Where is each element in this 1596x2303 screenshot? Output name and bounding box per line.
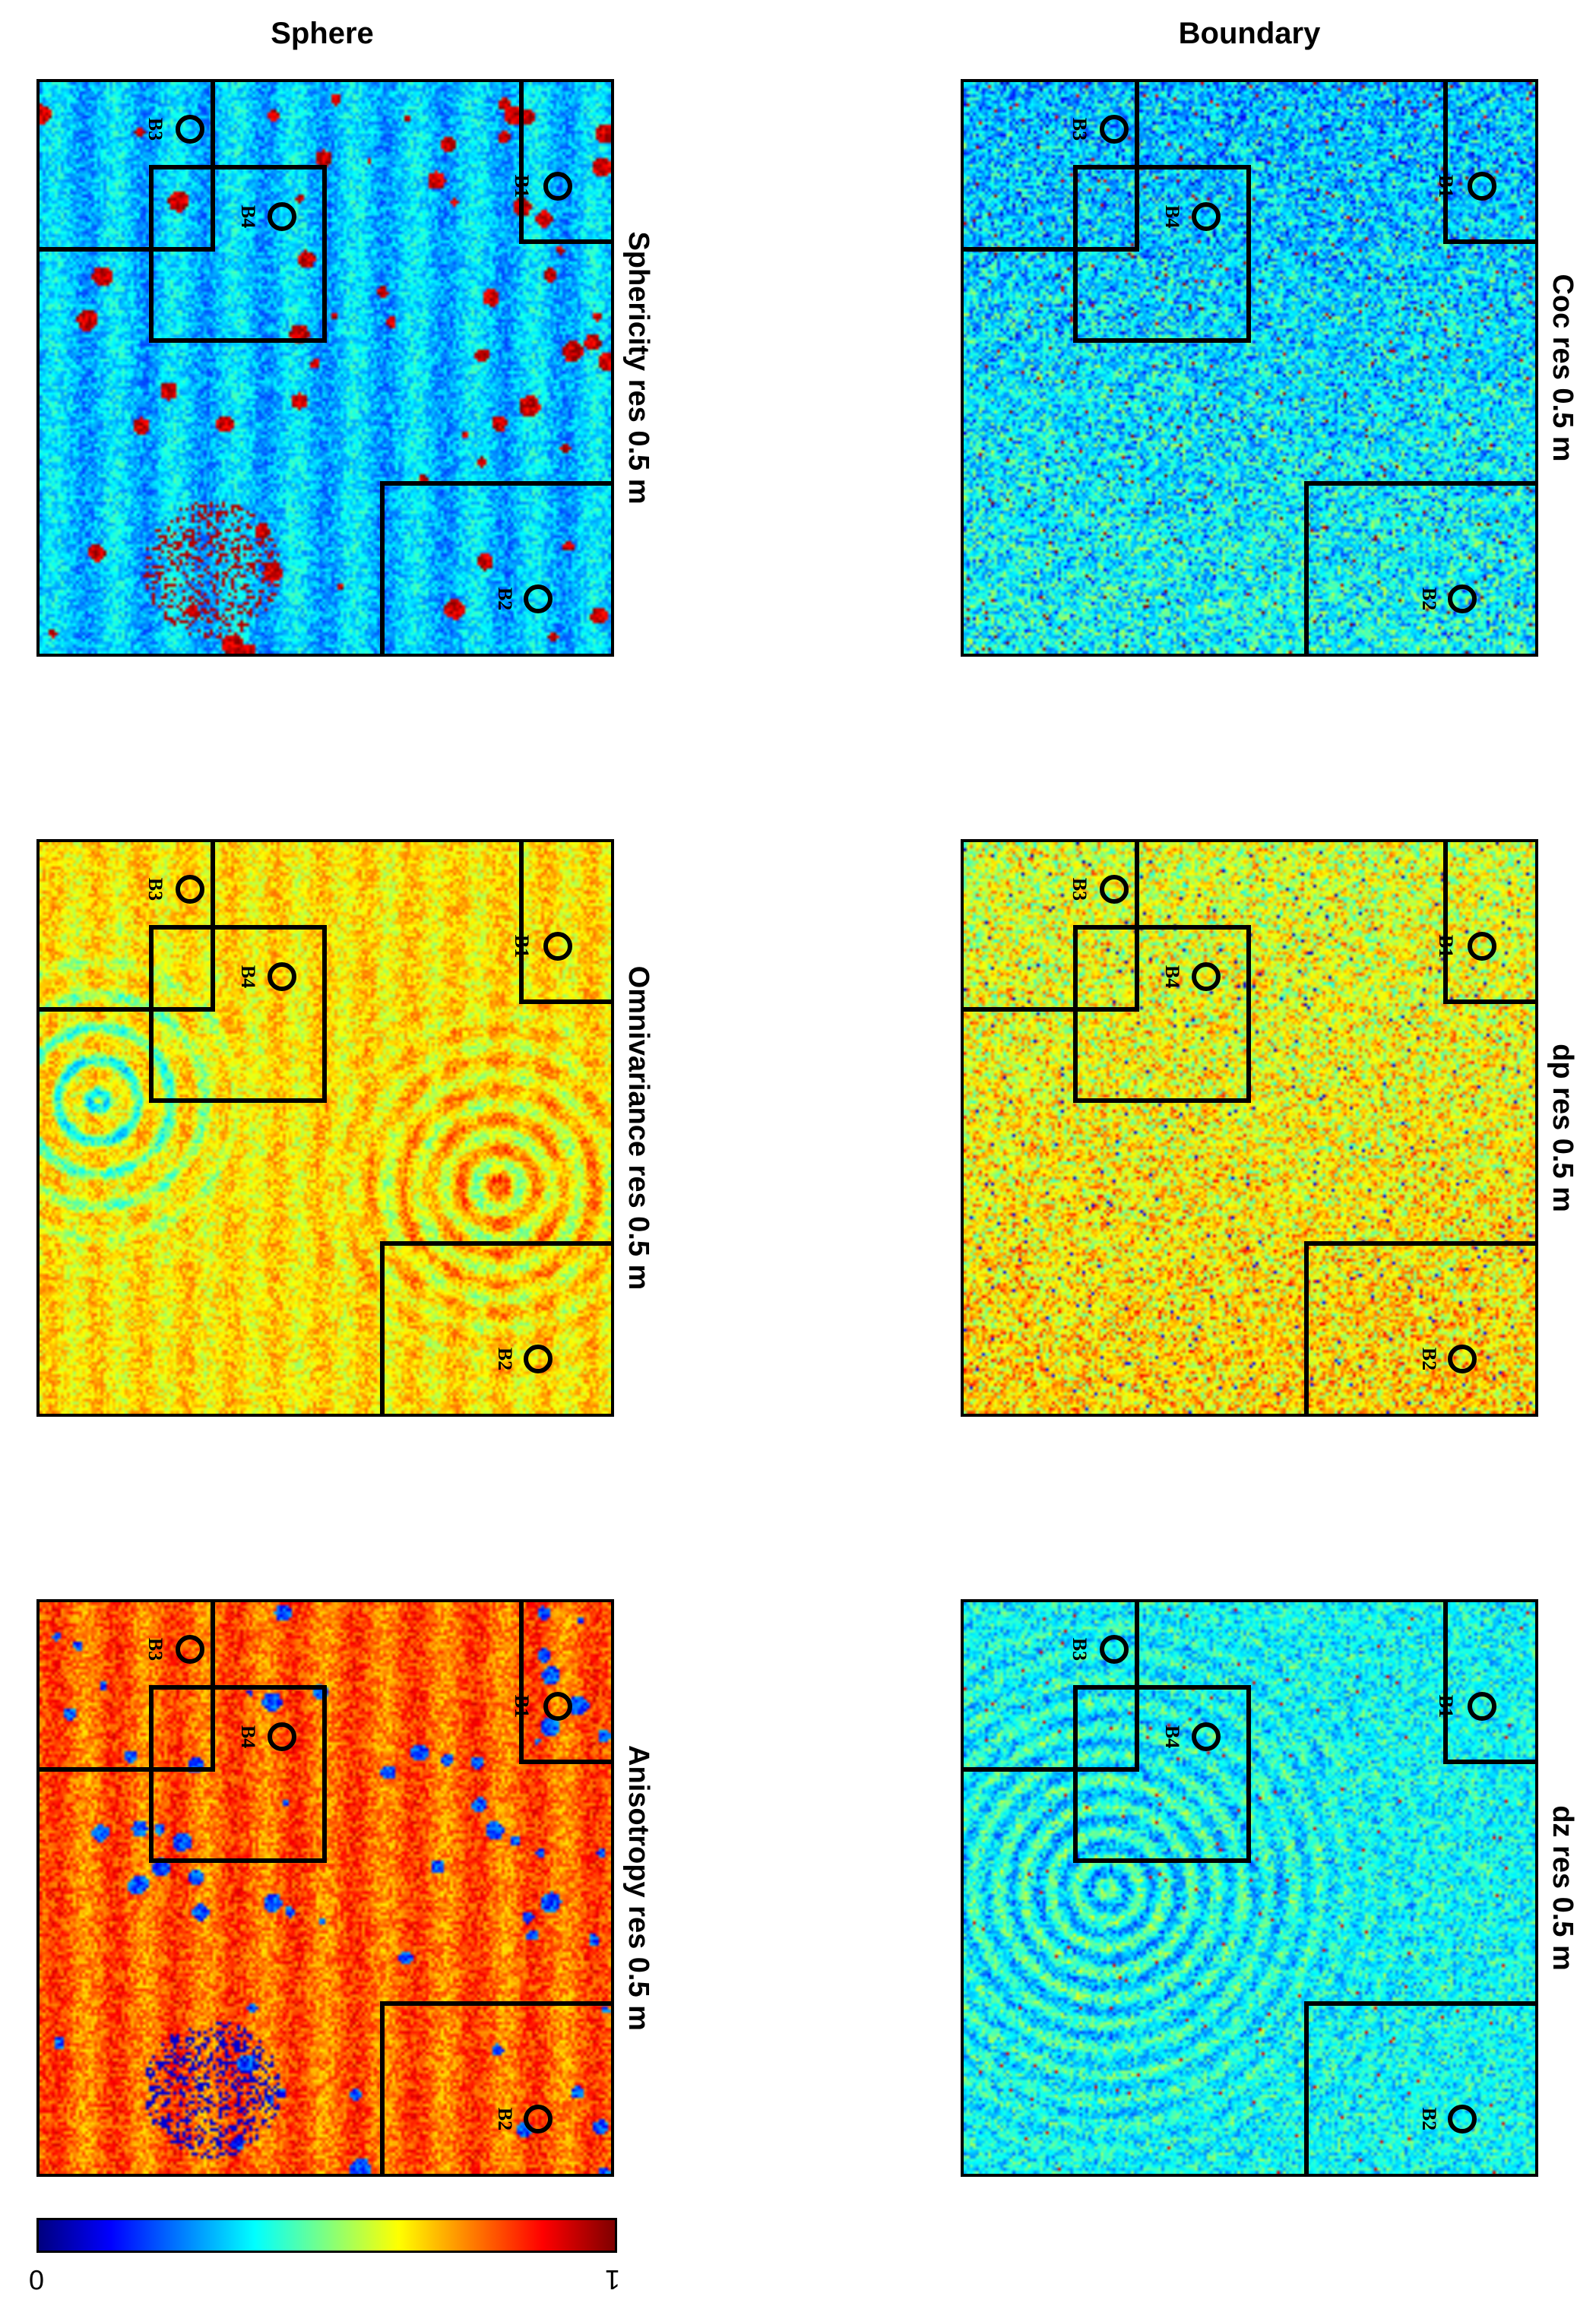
box-b1 <box>519 1602 611 1764</box>
panel-title-omnivariance: Omnivariance res 0.5 m <box>622 965 654 1291</box>
marker-label-b1: B1 <box>511 175 533 198</box>
panel-omnivariance: B1 B2 B3 B4 <box>36 839 614 1417</box>
colorbar-max-label: 1 <box>605 2264 621 2295</box>
marker-circle-b3 <box>176 1635 204 1664</box>
panel-title-coc: Coc res 0.5 m <box>1547 274 1579 462</box>
box-b4 <box>1073 1685 1251 1863</box>
box-b4 <box>1073 925 1251 1103</box>
marker-circle-b1 <box>543 1692 572 1721</box>
panel-dz: B1 B2 B3 B4 <box>961 1599 1538 2177</box>
marker-label-b3: B3 <box>144 1638 166 1661</box>
box-b1 <box>519 82 611 244</box>
box-b3 <box>964 82 1139 252</box>
overlay-anisotropy: B1 B2 B3 B4 <box>40 1602 611 2174</box>
marker-label-b1: B1 <box>1435 935 1457 958</box>
box-b3 <box>40 842 215 1012</box>
box-b2 <box>1304 2001 1535 2174</box>
marker-label-b2: B2 <box>1418 2108 1440 2130</box>
marker-circle-b1 <box>1468 1692 1496 1721</box>
marker-label-b3: B3 <box>1069 118 1091 141</box>
marker-circle-b1 <box>543 172 572 201</box>
box-b1 <box>519 842 611 1004</box>
panel-dp: B1 B2 B3 B4 <box>961 839 1538 1417</box>
box-b3 <box>964 842 1139 1012</box>
marker-label-b2: B2 <box>494 588 516 610</box>
marker-label-b4: B4 <box>1161 205 1183 228</box>
marker-circle-b2 <box>524 1345 553 1373</box>
panel-anisotropy: B1 B2 B3 B4 <box>36 1599 614 2177</box>
marker-label-b4: B4 <box>237 1725 259 1748</box>
column-title-sphere: Sphere <box>271 17 374 50</box>
marker-label-b1: B1 <box>511 935 533 958</box>
marker-label-b4: B4 <box>237 205 259 228</box>
overlay-coc: B1 B2 B3 B4 <box>964 82 1535 654</box>
box-b1 <box>1443 842 1535 1004</box>
overlay-dp: B1 B2 B3 B4 <box>964 842 1535 1414</box>
marker-label-b4: B4 <box>237 965 259 988</box>
marker-circle-b4 <box>268 1722 296 1751</box>
marker-label-b2: B2 <box>1418 588 1440 610</box>
marker-circle-b3 <box>1100 115 1129 144</box>
colorbar <box>36 2218 617 2253</box>
marker-circle-b1 <box>543 932 572 961</box>
marker-label-b3: B3 <box>1069 1638 1091 1661</box>
marker-label-b2: B2 <box>1418 1348 1440 1370</box>
overlay-dz: B1 B2 B3 B4 <box>964 1602 1535 2174</box>
marker-label-b3: B3 <box>144 118 166 141</box>
box-b3 <box>40 1602 215 1772</box>
marker-circle-b3 <box>176 115 204 144</box>
marker-circle-b2 <box>1448 584 1477 613</box>
marker-label-b2: B2 <box>494 2108 516 2130</box>
marker-circle-b2 <box>524 584 553 613</box>
marker-circle-b4 <box>1192 202 1221 231</box>
marker-circle-b1 <box>1468 932 1496 961</box>
panel-coc: B1 B2 B3 B4 <box>961 79 1538 657</box>
panel-title-dp: dp res 0.5 m <box>1547 1044 1579 1212</box>
box-b1 <box>1443 1602 1535 1764</box>
overlay-omnivariance: B1 B2 B3 B4 <box>40 842 611 1414</box>
marker-label-b3: B3 <box>144 878 166 901</box>
box-b2 <box>380 1241 611 1414</box>
panel-sphericity: B1 B2 B3 B4 <box>36 79 614 657</box>
box-b2 <box>1304 1241 1535 1414</box>
marker-label-b1: B1 <box>1435 1695 1457 1718</box>
box-b4 <box>1073 165 1251 343</box>
marker-label-b1: B1 <box>1435 175 1457 198</box>
box-b4 <box>149 925 327 1103</box>
marker-circle-b2 <box>1448 2105 1477 2134</box>
marker-circle-b2 <box>524 2105 553 2134</box>
marker-circle-b3 <box>1100 1635 1129 1664</box>
box-b3 <box>964 1602 1139 1772</box>
marker-label-b2: B2 <box>494 1348 516 1370</box>
column-title-boundary: Boundary <box>1178 17 1321 50</box>
marker-circle-b2 <box>1448 1345 1477 1373</box>
box-b4 <box>149 1685 327 1863</box>
box-b3 <box>40 82 215 252</box>
box-b2 <box>380 2001 611 2174</box>
panel-title-dz: dz res 0.5 m <box>1547 1805 1579 1971</box>
marker-circle-b4 <box>268 202 296 231</box>
marker-circle-b3 <box>1100 875 1129 904</box>
marker-circle-b4 <box>1192 962 1221 991</box>
overlay-sphericity: B1 B2 B3 B4 <box>40 82 611 654</box>
colorbar-min-label: 0 <box>29 2264 45 2295</box>
marker-circle-b3 <box>176 875 204 904</box>
marker-label-b4: B4 <box>1161 1725 1183 1748</box>
box-b2 <box>1304 481 1535 654</box>
panel-title-sphericity: Sphericity res 0.5 m <box>622 231 654 505</box>
marker-circle-b1 <box>1468 172 1496 201</box>
box-b1 <box>1443 82 1535 244</box>
marker-circle-b4 <box>268 962 296 991</box>
marker-circle-b4 <box>1192 1722 1221 1751</box>
panel-title-anisotropy: Anisotropy res 0.5 m <box>622 1745 654 2031</box>
marker-label-b4: B4 <box>1161 965 1183 988</box>
marker-label-b3: B3 <box>1069 878 1091 901</box>
box-b2 <box>380 481 611 654</box>
marker-label-b1: B1 <box>511 1695 533 1718</box>
box-b4 <box>149 165 327 343</box>
